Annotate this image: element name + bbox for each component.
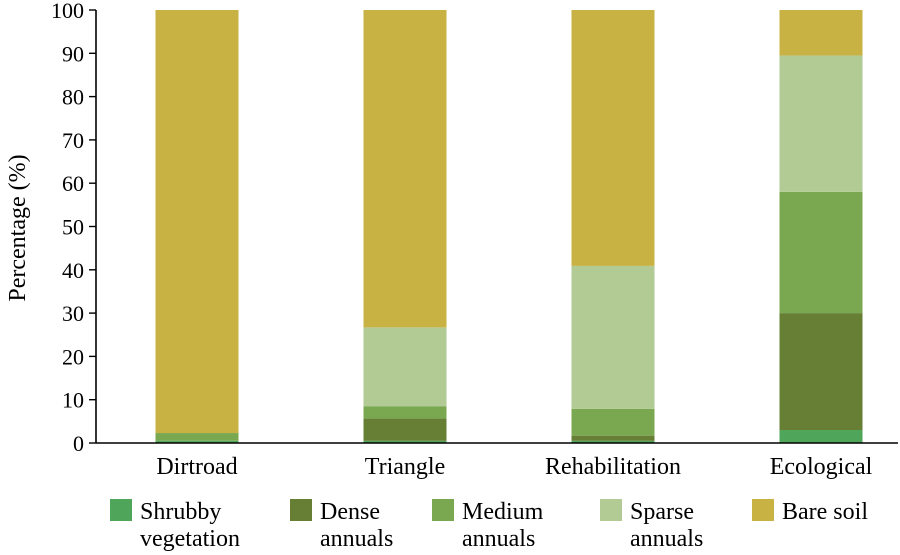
y-tick-label: 70 bbox=[62, 128, 84, 153]
bar-segment-medium-annuals bbox=[571, 408, 655, 436]
x-category-label: Triangle bbox=[365, 454, 445, 480]
bar-segment-bare-soil bbox=[363, 10, 447, 328]
legend-label: vegetation bbox=[140, 526, 240, 552]
legend-swatch bbox=[600, 499, 622, 521]
bar-segment-shrubby-vegetation bbox=[571, 440, 655, 443]
y-tick-label: 10 bbox=[62, 388, 84, 413]
y-tick-label: 80 bbox=[62, 85, 84, 110]
y-tick-label: 20 bbox=[62, 344, 84, 369]
legend-label: Shrubby bbox=[140, 499, 221, 525]
y-axis-ticks: 0 10 20 30 40 50 60 70 80 90 100 bbox=[51, 0, 96, 456]
legend-swatch bbox=[290, 499, 312, 521]
legend-label: Medium bbox=[462, 499, 544, 525]
y-tick-label: 40 bbox=[62, 258, 84, 283]
bar-segment-shrubby-vegetation bbox=[363, 440, 447, 443]
bars-group bbox=[155, 10, 863, 443]
legend-swatch bbox=[432, 499, 454, 521]
x-category-label: Rehabilitation bbox=[545, 454, 681, 480]
x-axis-category-labels: Dirtroad Triangle Rehabilitation Ecological bbox=[156, 454, 872, 480]
bar-segment-bare-soil bbox=[779, 10, 863, 56]
bar-segment-medium-annuals bbox=[363, 406, 447, 419]
y-tick-label: 50 bbox=[62, 215, 84, 240]
bar-segment-shrubby-vegetation bbox=[155, 440, 239, 443]
bar-segment-bare-soil bbox=[571, 10, 655, 266]
legend-label: Sparse bbox=[630, 499, 694, 525]
legend-label: Dense bbox=[320, 499, 380, 525]
legend-swatch bbox=[110, 499, 132, 521]
legend-label: annuals bbox=[630, 526, 703, 552]
y-tick-label: 90 bbox=[62, 41, 84, 66]
x-category-label: Dirtroad bbox=[156, 454, 237, 480]
bar-segment-shrubby-vegetation bbox=[779, 430, 863, 443]
bar-segment-dense-annuals bbox=[571, 435, 655, 441]
y-axis-title: Percentage (%) bbox=[5, 154, 31, 301]
y-tick-label: 30 bbox=[62, 301, 84, 326]
bar-segment-sparse-annuals bbox=[363, 327, 447, 407]
bar-segment-sparse-annuals bbox=[571, 265, 655, 409]
legend-label: Bare soil bbox=[782, 499, 868, 525]
bar-segment-bare-soil bbox=[155, 10, 239, 434]
legend-label: annuals bbox=[320, 526, 393, 552]
legend-label: annuals bbox=[462, 526, 535, 552]
y-tick-label: 100 bbox=[51, 0, 84, 23]
y-tick-label: 0 bbox=[73, 431, 84, 456]
bar-segment-dense-annuals bbox=[363, 418, 447, 441]
legend-swatch bbox=[752, 499, 774, 521]
bar-segment-medium-annuals bbox=[155, 433, 239, 441]
y-tick-label: 60 bbox=[62, 171, 84, 196]
x-category-label: Ecological bbox=[770, 454, 873, 480]
legend: ShrubbyvegetationDenseannualsMediumannua… bbox=[110, 499, 868, 552]
bar-segment-dense-annuals bbox=[779, 313, 863, 431]
bar-segment-medium-annuals bbox=[779, 191, 863, 314]
bar-segment-sparse-annuals bbox=[779, 55, 863, 192]
